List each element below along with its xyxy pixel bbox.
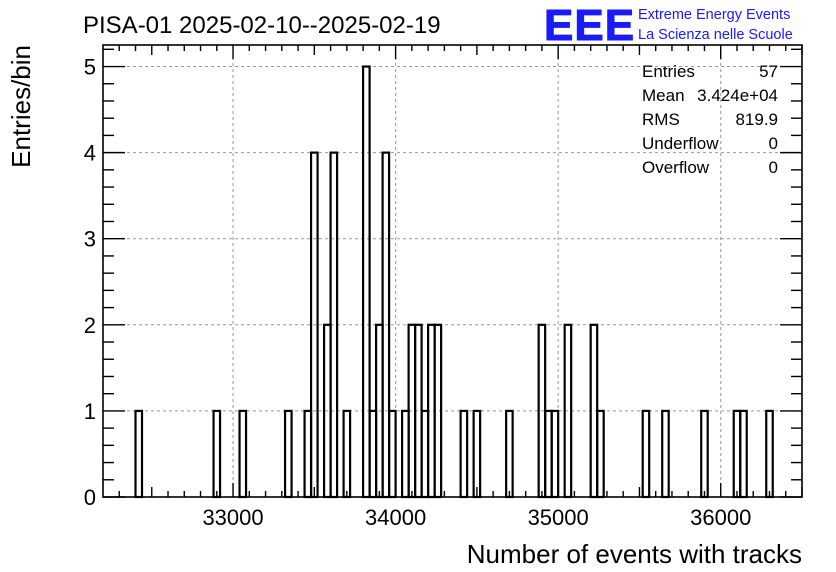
histogram-bar bbox=[505, 409, 514, 499]
stat-label: Overflow bbox=[642, 158, 710, 177]
plot-frame bbox=[102, 44, 803, 498]
x-tick-label: 36000 bbox=[690, 505, 751, 530]
stat-value: 0 bbox=[769, 134, 778, 153]
histogram-bar bbox=[700, 409, 709, 499]
histogram-bar bbox=[739, 409, 748, 499]
stat-label: Mean bbox=[642, 86, 685, 105]
stat-label: Entries bbox=[642, 62, 695, 81]
logo-mark: EEE bbox=[544, 1, 635, 50]
y-tick-label: 2 bbox=[84, 313, 96, 338]
histogram-bar bbox=[765, 409, 774, 499]
x-tick-label: 33000 bbox=[202, 505, 263, 530]
histogram-bar bbox=[433, 323, 443, 499]
histogram-bar bbox=[550, 409, 560, 499]
y-tick-label: 4 bbox=[84, 141, 96, 166]
chart-title: PISA-01 2025-02-10--2025-02-19 bbox=[83, 12, 441, 39]
axis-ticks bbox=[103, 45, 803, 498]
logo-line-1: Extreme Energy Events bbox=[638, 7, 790, 23]
histogram-bar bbox=[472, 409, 482, 499]
histogram-bar bbox=[388, 409, 397, 499]
histogram-bars bbox=[134, 65, 774, 499]
x-tick-label: 35000 bbox=[528, 505, 589, 530]
histogram-bar bbox=[238, 409, 248, 499]
histogram-bar bbox=[641, 409, 651, 499]
y-axis-label: Entries/bin bbox=[6, 45, 36, 168]
eee-logo: EEE Extreme Energy Events La Scienza nel… bbox=[544, 1, 793, 51]
histogram-bar bbox=[661, 409, 670, 499]
stat-label: Underflow bbox=[642, 134, 719, 153]
logo-line-2: La Scienza nelle Scuole bbox=[638, 27, 793, 43]
stat-value: 0 bbox=[769, 158, 778, 177]
grid-lines bbox=[103, 45, 802, 497]
tick-labels: 33000 34000 35000 36000 0 1 2 3 4 5 bbox=[84, 55, 752, 530]
histogram-bar bbox=[342, 409, 352, 499]
y-tick-label: 0 bbox=[84, 485, 96, 510]
y-tick-label: 3 bbox=[84, 227, 96, 252]
histogram-bar bbox=[212, 409, 222, 499]
stat-label: RMS bbox=[642, 110, 680, 129]
histogram-bar bbox=[459, 409, 469, 499]
y-tick-label: 5 bbox=[84, 55, 96, 80]
stat-value: 3.424e+04 bbox=[697, 86, 778, 105]
stats-box: Entries 57 Mean 3.424e+04 RMS 819.9 Underflow 0… bbox=[642, 62, 778, 177]
histogram-bar bbox=[596, 409, 605, 499]
y-tick-label: 1 bbox=[84, 399, 96, 424]
x-axis-label: Number of events with tracks bbox=[467, 539, 802, 569]
stat-value: 819.9 bbox=[735, 110, 778, 129]
stat-value: 57 bbox=[759, 62, 778, 81]
x-tick-label: 34000 bbox=[365, 505, 426, 530]
histogram-bar bbox=[283, 409, 293, 499]
histogram-bar bbox=[134, 409, 144, 499]
